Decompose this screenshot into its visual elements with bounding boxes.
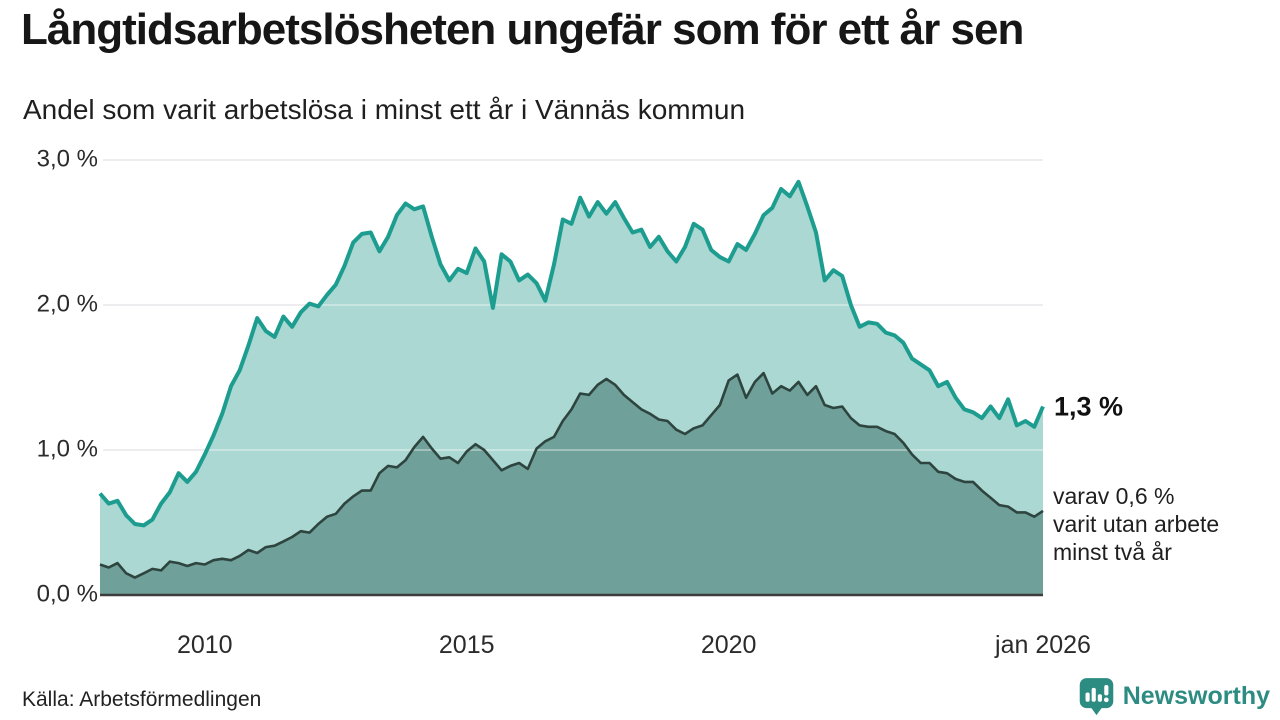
chart-subtitle: Andel som varit arbetslösa i minst ett å…	[23, 94, 746, 125]
end-value-label: 1,3 %	[1054, 391, 1124, 422]
line-at-least-two-years	[99, 371, 1044, 579]
newsworthy-logo-icon	[1079, 678, 1113, 716]
source-credit: Källa: Arbetsförmedlingen	[22, 688, 262, 711]
newsworthy-wordmark: Newsworthy	[1122, 681, 1270, 710]
page-title: Långtidsarbetslösheten ungefär som för e…	[21, 5, 1024, 54]
area-at-least-two-years	[100, 373, 1043, 595]
x-tick-2015: 2015	[438, 631, 495, 659]
y-tick-0: 0,0 %	[36, 580, 98, 608]
x-tick-jan-2026: jan 2026	[995, 631, 1091, 659]
end-note-line-3: minst två år	[1053, 539, 1172, 565]
y-tick-3: 3,0 %	[36, 145, 98, 173]
line-at-least-one-year	[98, 179, 1045, 528]
x-tick-2020: 2020	[700, 631, 757, 659]
end-note-label: varav 0,6 % varit utan arbete minst två …	[1053, 482, 1273, 566]
end-note-line-1: varav 0,6 %	[1053, 483, 1175, 509]
newsworthy-logo: Newsworthy	[1078, 676, 1270, 716]
y-tick-1: 1,0 %	[36, 435, 98, 463]
end-note-line-2: varit utan arbete	[1053, 511, 1220, 537]
x-tick-2010: 2010	[176, 631, 233, 659]
y-tick-2: 2,0 %	[36, 290, 98, 318]
